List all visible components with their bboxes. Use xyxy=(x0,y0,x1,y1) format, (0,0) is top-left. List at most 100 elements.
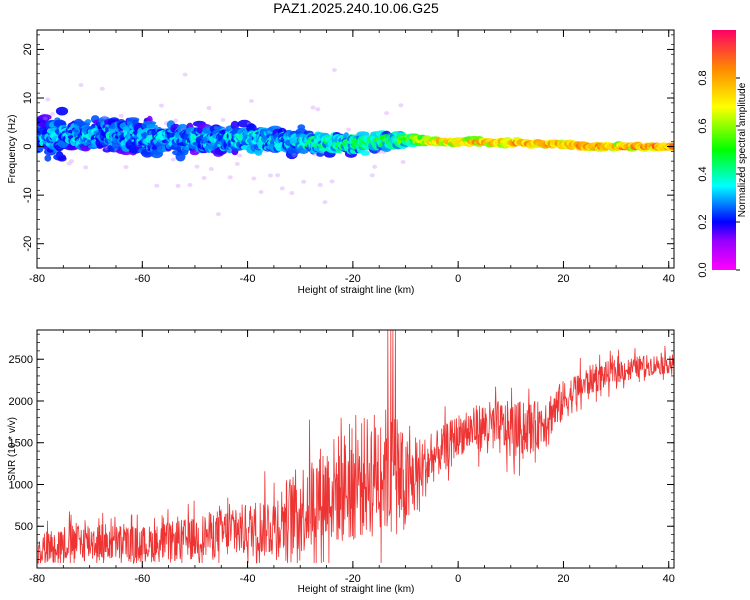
x-tick-label: -80 xyxy=(29,273,45,285)
heatmap-cell xyxy=(297,124,306,131)
heatmap-cell xyxy=(329,179,335,184)
heatmap-cell xyxy=(182,72,188,77)
heatmap-cell xyxy=(208,167,214,171)
heatmap-cell xyxy=(173,118,179,123)
heatmap-cell xyxy=(289,191,295,195)
heatmap-cell xyxy=(377,149,382,154)
colorbar-tick-label: 0.0 xyxy=(697,262,709,277)
colorbar-tick-label: 0.6 xyxy=(697,118,709,133)
colorbar-gradient xyxy=(712,30,736,270)
heatmap-cell xyxy=(227,175,233,180)
heatmap-cell xyxy=(215,212,221,217)
heatmap-cell xyxy=(248,123,255,129)
heatmap-cell xyxy=(315,107,321,112)
heatmap-cell xyxy=(268,173,273,178)
heatmap-y-axis: -20 -10 0 10 20 xyxy=(22,34,674,269)
y-tick-label: 1000 xyxy=(9,479,33,491)
heatmap-cells xyxy=(37,68,674,217)
y-tick-label: -20 xyxy=(22,236,34,252)
heatmap-cell xyxy=(39,114,52,121)
x-tick-label: -20 xyxy=(345,273,361,285)
x-tick-label: 20 xyxy=(557,273,569,285)
y-tick-label: 500 xyxy=(15,521,33,533)
y-tick-label: 10 xyxy=(22,92,34,104)
heatmap-cell xyxy=(251,176,257,181)
snr-frame xyxy=(36,329,675,569)
heatmap-cell xyxy=(398,103,404,108)
heatmap-cell xyxy=(66,161,72,166)
x-tick-label: 0 xyxy=(455,573,461,585)
heatmap-cell xyxy=(102,115,108,120)
snr-series-line xyxy=(37,330,674,565)
colorbar: 0.0 0.2 0.4 0.6 0.8 Normalized spectral ampl… xyxy=(697,30,748,278)
heatmap-cell xyxy=(42,116,48,121)
heatmap-x-axis-title: Height of straight line (km) xyxy=(298,285,415,296)
heatmap-cell xyxy=(279,186,285,191)
heatmap-cell xyxy=(206,105,212,110)
heatmap-panel: -80 -60 -40 -20 0 20 40 -20 -10 0 10 20 Height of … xyxy=(7,29,675,296)
y-tick-label: 1500 xyxy=(9,438,33,450)
heatmap-cell xyxy=(194,164,200,169)
x-tick-label: 0 xyxy=(455,273,461,285)
heatmap-cell xyxy=(360,150,370,156)
heatmap-cell xyxy=(322,200,328,205)
heatmap-cell xyxy=(44,154,52,162)
heatmap-cell xyxy=(369,173,375,178)
heatmap-y-axis-title: Frequency (Hz) xyxy=(7,115,18,184)
heatmap-cell xyxy=(372,164,378,169)
colorbar-tick-label: 0.4 xyxy=(697,166,709,181)
x-tick-label: -60 xyxy=(134,573,150,585)
y-tick-label: 2500 xyxy=(9,354,33,366)
heatmap-cell xyxy=(57,155,67,162)
heatmap-cell xyxy=(69,159,74,164)
heatmap-cell xyxy=(170,157,176,162)
heatmap-cell xyxy=(331,68,337,72)
y-tick-label: 0 xyxy=(22,144,34,150)
y-tick-label: -10 xyxy=(22,187,34,203)
heatmap-cell xyxy=(143,120,157,126)
heatmap-cell xyxy=(159,103,164,108)
snr-y-axis-title: SNR (10 * v/v) xyxy=(7,417,18,481)
heatmap-cell xyxy=(400,160,406,164)
heatmap-cell xyxy=(220,117,226,122)
heatmap-cell xyxy=(346,127,352,132)
heatmap-cell xyxy=(237,153,243,158)
heatmap-cell xyxy=(78,83,84,87)
heatmap-cell xyxy=(230,120,240,130)
heatmap-cell xyxy=(123,165,129,169)
heatmap-cell xyxy=(45,97,51,102)
heatmap-cell xyxy=(301,179,307,184)
heatmap-cell xyxy=(55,106,69,116)
heatmap-cell xyxy=(83,165,89,170)
figure-title: PAZ1.2025.240.10.06.G25 xyxy=(273,0,439,16)
colorbar-tick-label: 0.2 xyxy=(697,214,709,229)
heatmap-cell xyxy=(310,105,316,110)
heatmap-cell xyxy=(275,173,281,178)
snr-panel: -80 -60 -40 -20 0 20 40 500 1000 1500 2000 2500 He… xyxy=(7,329,675,595)
snr-x-axis: -80 -60 -40 -20 0 20 40 xyxy=(29,330,675,585)
heatmap-cell xyxy=(249,99,254,103)
heatmap-frame xyxy=(36,29,675,269)
colorbar-ticks: 0.0 0.2 0.4 0.6 0.8 xyxy=(697,70,740,278)
colorbar-label: Normalized spectral amplitude xyxy=(737,82,748,217)
heatmap-cell xyxy=(258,190,264,194)
x-tick-label: 40 xyxy=(663,273,675,285)
heatmap-cell xyxy=(384,111,390,116)
snr-y-axis: 500 1000 1500 2000 2500 xyxy=(9,333,674,560)
heatmap-cell xyxy=(118,113,124,118)
x-tick-label: -80 xyxy=(29,573,45,585)
heatmap-cell xyxy=(154,183,160,188)
heatmap-x-axis: -80 -60 -40 -20 0 20 40 xyxy=(29,30,675,285)
x-tick-label: -40 xyxy=(240,273,256,285)
snr-x-axis-title: Height of straight line (km) xyxy=(298,584,415,595)
x-tick-label: 20 xyxy=(557,573,569,585)
heatmap-cell xyxy=(317,182,323,187)
heatmap-cell xyxy=(146,124,158,129)
x-tick-label: -20 xyxy=(345,573,361,585)
y-tick-label: 2000 xyxy=(9,396,33,408)
heatmap-cell xyxy=(175,183,181,188)
heatmap-cell xyxy=(85,119,92,124)
x-tick-label: -40 xyxy=(240,573,256,585)
heatmap-cell xyxy=(201,176,207,180)
